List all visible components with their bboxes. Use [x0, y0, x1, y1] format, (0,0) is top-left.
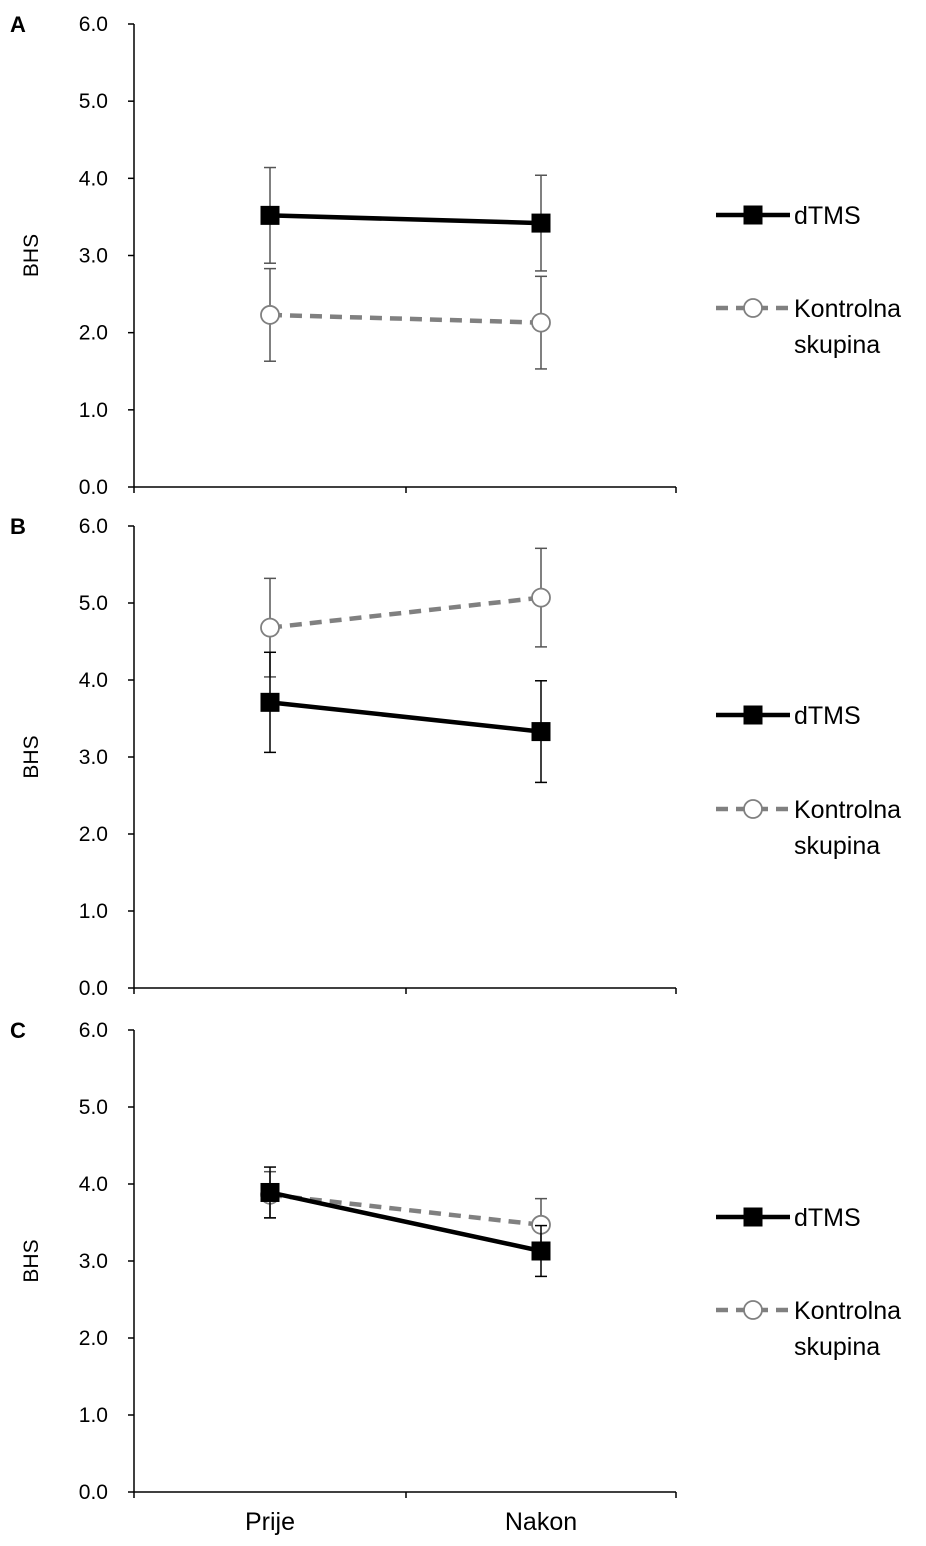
chart-panel-a: A 0.0 1.0 2.0 3.0 4.0 5.0 6.0 BHS dTMS Kontrolna sk… [10, 12, 901, 499]
data-point-square [531, 1241, 551, 1261]
x-category-label: Prije [245, 1508, 295, 1536]
y-tick-label: 5.0 [79, 90, 108, 113]
y-tick-label: 5.0 [79, 592, 108, 615]
chart-panel-c: C 0.0 1.0 2.0 3.0 4.0 5.0 6.0 BHS dTMS Kontrolna sk… [10, 1018, 901, 1504]
y-axis-label: BHS [20, 1239, 43, 1282]
series-line [269, 312, 542, 325]
panel-label: C [10, 1018, 26, 1043]
chart-panel-b: B 0.0 1.0 2.0 3.0 4.0 5.0 6.0 BHS dTMS Kontrolna sk… [10, 514, 901, 1000]
data-point-square [531, 213, 551, 233]
legend-label-kontrolna: Kontrolna [794, 295, 901, 323]
series-line [269, 595, 542, 630]
data-point-circle [531, 587, 551, 608]
legend-marker-dtms [743, 205, 763, 225]
legend: dTMS Kontrolna skupina [716, 702, 901, 860]
y-tick-label: 0.0 [79, 476, 108, 499]
y-tick-label: 6.0 [79, 13, 108, 36]
legend-label-kontrolna: Kontrolna [794, 1297, 901, 1325]
y-tick-label: 2.0 [79, 823, 108, 846]
series-dtms [260, 1166, 551, 1278]
x-category-label: Nakon [505, 1508, 577, 1536]
y-tick-label: 6.0 [79, 515, 108, 538]
legend-marker-kontrolna [743, 1300, 763, 1320]
y-tick-label: 5.0 [79, 1096, 108, 1119]
y-tick-label: 4.0 [79, 669, 108, 692]
y-tick-label: 4.0 [79, 167, 108, 190]
legend: dTMS Kontrolna skupina [716, 202, 901, 359]
series-line [269, 213, 542, 226]
legend-marker-kontrolna [743, 298, 763, 318]
y-tick-label: 3.0 [79, 245, 108, 268]
series-kontrolna-skupina [260, 1170, 551, 1252]
y-axis-label: BHS [20, 234, 43, 277]
data-point-square [260, 692, 280, 712]
data-point-square [260, 205, 280, 225]
legend-marker-dtms [743, 1207, 763, 1227]
legend-label-dtms: dTMS [794, 1204, 861, 1232]
series-line [269, 1192, 542, 1228]
data-point-circle [531, 312, 551, 333]
panel-label: B [10, 514, 26, 539]
legend-label-kontrolna: Kontrolna [794, 796, 901, 824]
series-kontrolna-skupina [260, 547, 551, 678]
y-tick-label: 3.0 [79, 746, 108, 769]
panel-label: A [10, 12, 26, 37]
series-line [269, 700, 542, 734]
y-tick-label: 1.0 [79, 399, 108, 422]
data-point-circle [260, 305, 280, 325]
series-dtms [260, 651, 551, 784]
legend-label-skupina: skupina [794, 832, 880, 860]
y-tick-label: 3.0 [79, 1250, 108, 1273]
y-tick-label: 1.0 [79, 1404, 108, 1427]
legend-label-dtms: dTMS [794, 202, 861, 230]
legend-marker-kontrolna [743, 799, 763, 819]
y-tick-label: 2.0 [79, 1327, 108, 1350]
data-point-square [260, 1182, 280, 1202]
y-tick-label: 0.0 [79, 1481, 108, 1504]
data-point-square [531, 722, 551, 742]
series-line [269, 1190, 542, 1254]
legend-label-skupina: skupina [794, 1333, 880, 1361]
y-tick-label: 0.0 [79, 977, 108, 1000]
y-tick-label: 2.0 [79, 322, 108, 345]
legend-marker-dtms [743, 705, 763, 725]
y-tick-label: 1.0 [79, 900, 108, 923]
series-dtms [260, 166, 551, 272]
legend-label-skupina: skupina [794, 331, 880, 359]
legend: dTMS Kontrolna skupina [716, 1204, 901, 1361]
y-axis-label: BHS [20, 735, 43, 778]
y-tick-label: 4.0 [79, 1173, 108, 1196]
series-kontrolna-skupina [260, 267, 551, 370]
legend-label-dtms: dTMS [794, 702, 861, 730]
y-tick-label: 6.0 [79, 1019, 108, 1042]
data-point-circle [260, 617, 280, 638]
